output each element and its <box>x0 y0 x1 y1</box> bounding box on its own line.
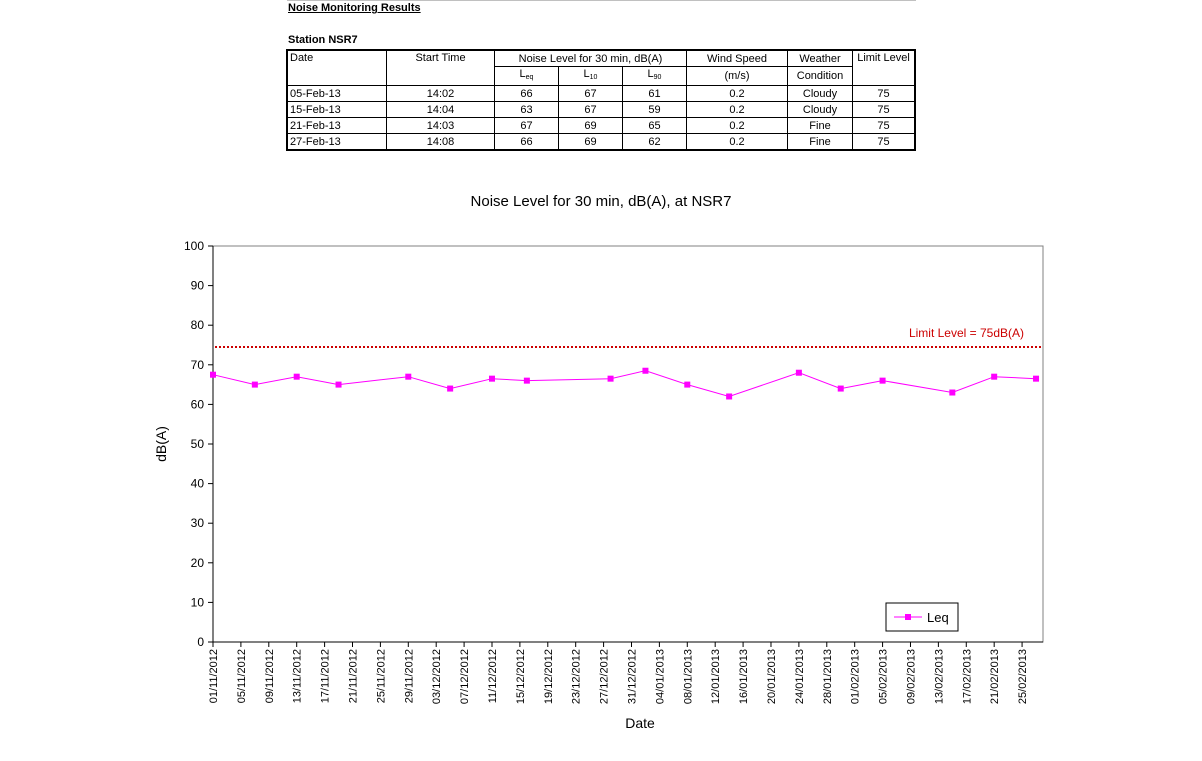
table-header-row: Date Start Time Noise Level for 30 min, … <box>286 49 916 86</box>
cell-l10: 69 <box>558 133 623 151</box>
y-tick-label: 90 <box>191 279 205 293</box>
x-tick-label: 05/02/2013 <box>878 649 890 704</box>
x-tick-label: 03/12/2012 <box>431 649 443 704</box>
table-row: 21-Feb-13 14:03 67 69 65 0.2 Fine 75 <box>286 117 916 134</box>
cell-weather: Fine <box>787 133 853 151</box>
x-tick-label: 11/12/2012 <box>487 649 499 703</box>
header-wind-speed-1: Wind Speed <box>686 49 788 67</box>
x-tick-label: 21/02/2013 <box>989 649 1001 704</box>
data-point <box>523 377 530 384</box>
cell-leq: 66 <box>494 133 559 151</box>
legend-label: Leq <box>927 610 949 625</box>
y-tick-label: 80 <box>191 318 205 332</box>
legend-marker <box>905 614 911 620</box>
data-point <box>210 371 216 378</box>
x-tick-label: 25/02/2013 <box>1017 649 1029 704</box>
cell-date: 27-Feb-13 <box>286 133 387 151</box>
header-wind-speed-2: (m/s) <box>686 66 788 86</box>
data-point <box>251 381 258 388</box>
data-point <box>949 389 956 396</box>
header-start-time: Start Time <box>386 49 495 86</box>
y-tick-label: 30 <box>191 516 205 530</box>
x-tick-label: 15/12/2012 <box>515 649 527 704</box>
x-tick-label: 23/12/2012 <box>571 649 583 704</box>
x-tick-label: 12/01/2013 <box>710 649 722 704</box>
chart-title: Noise Level for 30 min, dB(A), at NSR7 <box>470 193 732 210</box>
cell-time: 14:03 <box>386 117 495 134</box>
x-tick-label: 01/02/2013 <box>850 649 862 704</box>
y-tick-label: 100 <box>184 239 204 253</box>
x-tick-label: 27/12/2012 <box>599 649 611 704</box>
x-tick-label: 24/01/2013 <box>794 649 806 704</box>
data-point <box>293 373 300 380</box>
data-point <box>335 381 342 388</box>
x-tick-label: 08/01/2013 <box>682 649 694 704</box>
cell-limit: 75 <box>852 133 916 151</box>
y-tick-label: 20 <box>191 556 205 570</box>
y-tick-label: 0 <box>197 635 204 649</box>
cell-limit: 75 <box>852 117 916 134</box>
report-heading: Noise Monitoring Results <box>288 2 421 14</box>
header-weather-1: Weather <box>787 49 853 67</box>
x-axis-label: Date <box>625 715 655 731</box>
x-tick-label: 01/11/2012 <box>208 649 220 703</box>
data-point <box>447 385 454 392</box>
x-tick-label: 17/11/2012 <box>320 649 332 703</box>
cell-leq: 66 <box>494 85 559 102</box>
data-point <box>684 381 691 388</box>
cell-l90: 62 <box>622 133 687 151</box>
data-point <box>991 373 998 380</box>
x-tick-label: 31/12/2012 <box>626 649 638 704</box>
table-row: 27-Feb-13 14:08 66 69 62 0.2 Fine 75 <box>286 133 916 151</box>
cell-wind: 0.2 <box>686 133 788 151</box>
x-tick-label: 09/02/2013 <box>905 649 917 704</box>
cell-l10: 69 <box>558 117 623 134</box>
x-tick-label: 16/01/2013 <box>738 649 750 704</box>
x-tick-label: 28/01/2013 <box>822 649 834 704</box>
data-point <box>488 375 495 382</box>
cell-wind: 0.2 <box>686 117 788 134</box>
data-point <box>1033 375 1040 382</box>
x-tick-label: 21/11/2012 <box>347 649 359 703</box>
y-tick-label: 60 <box>191 397 205 411</box>
cell-date: 05-Feb-13 <box>286 85 387 102</box>
limit-label: Limit Level = 75dB(A) <box>909 326 1024 340</box>
x-tick-label: 20/01/2013 <box>766 649 778 704</box>
x-tick-label: 07/12/2012 <box>459 649 471 704</box>
cell-weather: Fine <box>787 117 853 134</box>
x-tick-label: 09/11/2012 <box>264 649 276 703</box>
cell-l90: 65 <box>622 117 687 134</box>
series-line-leq <box>212 370 1037 398</box>
x-tick-label: 13/11/2012 <box>292 649 304 703</box>
data-point <box>879 377 886 384</box>
data-point <box>642 367 649 374</box>
header-rule <box>287 0 916 1</box>
data-point <box>607 375 614 382</box>
y-axis-label: dB(A) <box>153 426 169 462</box>
table-row: 05-Feb-13 14:02 66 67 61 0.2 Cloudy 75 <box>286 85 916 102</box>
x-tick-label: 04/01/2013 <box>654 649 666 704</box>
data-point <box>795 369 802 376</box>
cell-time: 14:08 <box>386 133 495 151</box>
plot-area <box>212 245 1044 643</box>
data-point <box>405 373 412 380</box>
y-tick-label: 10 <box>191 595 205 609</box>
x-tick-label: 17/02/2013 <box>961 649 973 704</box>
x-tick-label: 13/02/2013 <box>933 649 945 704</box>
x-tick-label: 25/11/2012 <box>375 649 387 703</box>
station-label: Station NSR7 <box>288 34 358 46</box>
header-limit-level: Limit Level <box>852 49 916 86</box>
y-tick-label: 40 <box>191 477 205 491</box>
x-tick-label: 05/11/2012 <box>236 649 248 703</box>
y-tick-label: 50 <box>191 437 205 451</box>
y-tick-label: 70 <box>191 358 205 372</box>
x-tick-label: 29/11/2012 <box>403 649 415 703</box>
data-point <box>726 393 733 400</box>
results-table: Date Start Time Noise Level for 30 min, … <box>286 49 916 151</box>
x-tick-label: 19/12/2012 <box>543 649 555 704</box>
data-point <box>837 385 844 392</box>
